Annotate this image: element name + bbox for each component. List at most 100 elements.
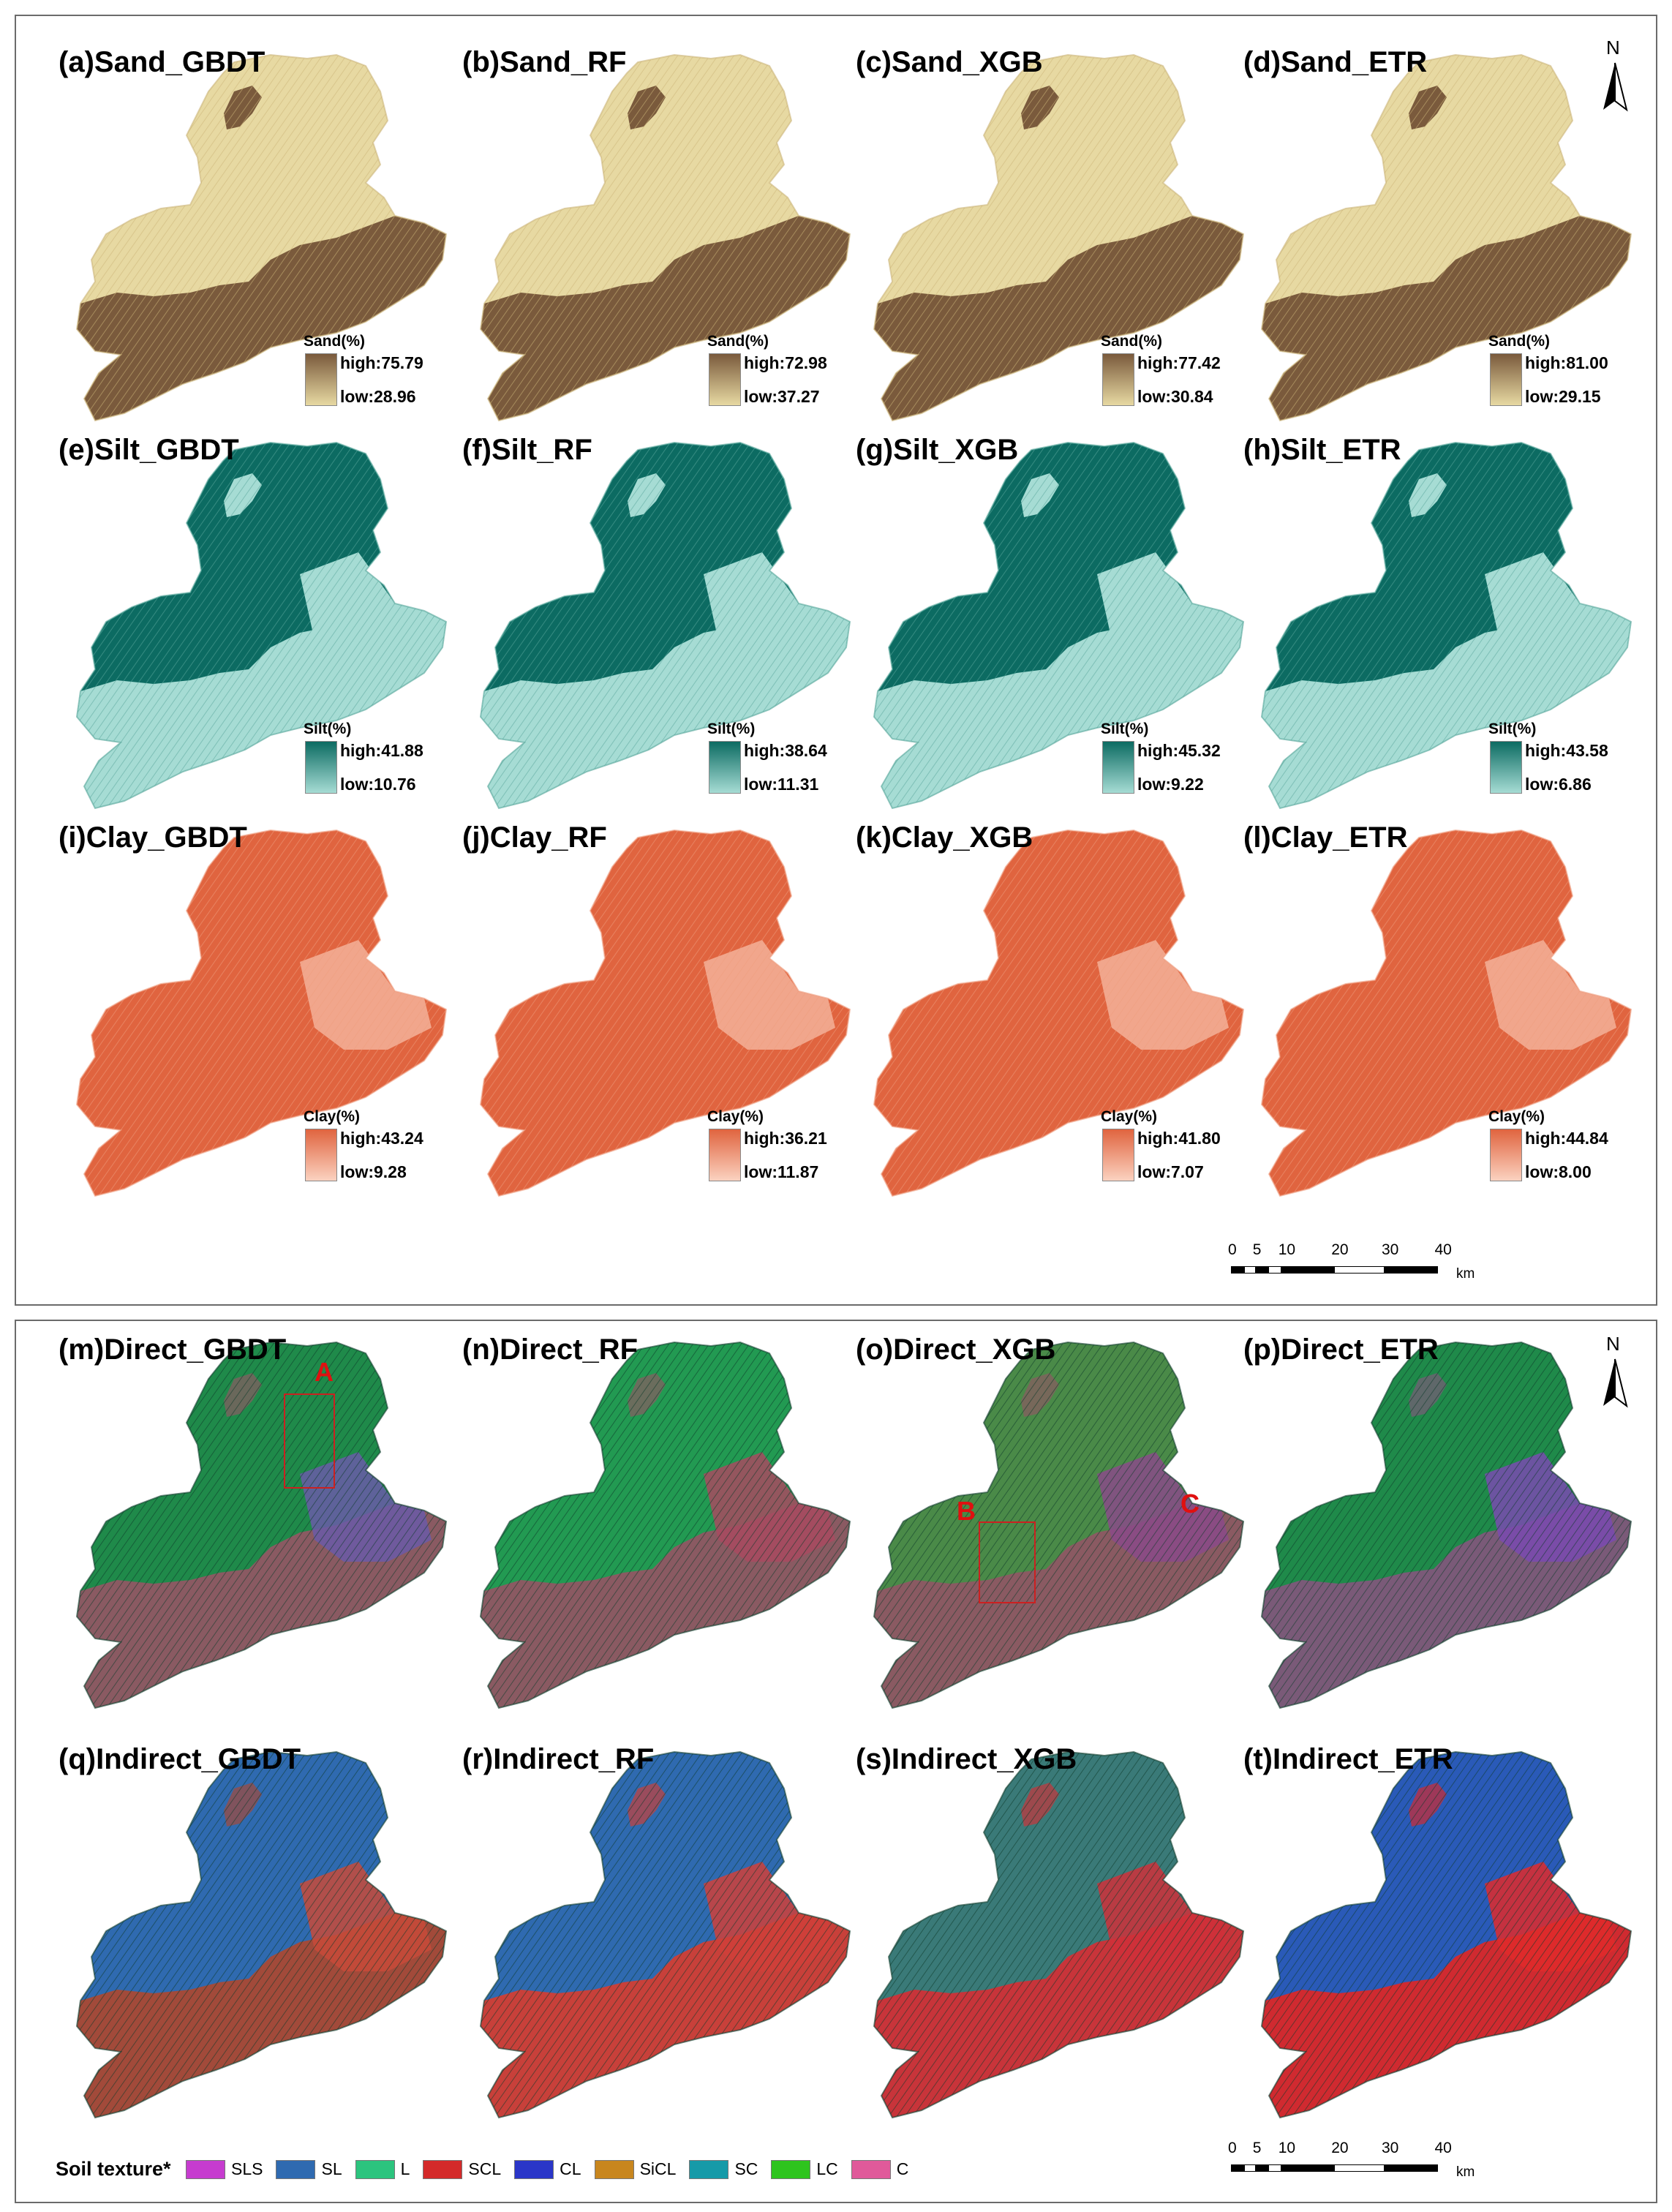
legend-title: Sand(%) xyxy=(1488,333,1550,350)
scale-tick-label: 0 xyxy=(1228,2140,1237,2156)
legend-low-value: low:8.00 xyxy=(1525,1162,1592,1181)
study-area-boundary xyxy=(873,829,1245,1197)
texture-label: SLS xyxy=(231,2159,263,2178)
soil-texture-legend: Soil texture* SLS SL L SCL CL SiCL SC LC C xyxy=(56,2158,922,2187)
study-area-boundary xyxy=(873,1341,1245,1709)
study-area-boundary xyxy=(75,53,448,422)
legend-high-value: high:41.88 xyxy=(340,741,423,760)
panel-title: (s)Indirect_XGB xyxy=(856,1743,1077,1775)
panel-title: (k)Clay_XGB xyxy=(856,821,1033,854)
legend-high-value: high:45.32 xyxy=(1137,741,1221,760)
terrain-texture xyxy=(1262,1342,1631,1708)
panel-title: (h)Silt_ETR xyxy=(1243,434,1401,466)
panel-title: (j)Clay_RF xyxy=(462,821,607,854)
texture-label: C xyxy=(896,2159,909,2178)
scale-segment xyxy=(1281,1266,1335,1274)
texture-swatch xyxy=(423,2159,463,2179)
panel-title: (t)Indirect_ETR xyxy=(1243,1743,1453,1775)
study-area-boundary xyxy=(479,441,851,810)
study-area-boundary xyxy=(1260,1750,1633,2119)
panel-title: (o)Direct_XGB xyxy=(856,1333,1056,1366)
legend-low-value: low:10.76 xyxy=(340,775,416,794)
color-ramp xyxy=(1490,741,1522,794)
map-panel: (i)Clay_GBDT Clay(%) high:43.24 low:9.28 xyxy=(51,816,461,1218)
region-a-box xyxy=(284,1393,335,1489)
scale-segment xyxy=(1231,1266,1244,1274)
texture-swatch xyxy=(514,2159,554,2179)
scale-tick-label: 40 xyxy=(1434,2140,1452,2156)
texture-label: L xyxy=(400,2159,410,2178)
scale-segment xyxy=(1334,1266,1385,1274)
texture-swatch xyxy=(186,2159,225,2179)
texture-maps-frame xyxy=(15,1320,1657,2203)
texture-legend-item: SLS xyxy=(186,2159,263,2179)
panel-title: (p)Direct_ETR xyxy=(1243,1333,1439,1366)
texture-swatch xyxy=(771,2159,811,2179)
terrain-texture xyxy=(77,1752,446,2118)
legend-high-value: high:72.98 xyxy=(744,353,827,372)
terrain-texture xyxy=(481,1752,850,2118)
legend-low-value: low:7.07 xyxy=(1137,1162,1204,1181)
terrain-texture xyxy=(874,1752,1243,2118)
study-area-boundary xyxy=(75,1341,448,1709)
north-label: N xyxy=(1606,1333,1620,1355)
map-panel: (d)Sand_ETR Sand(%) high:81.00 low:29.15 xyxy=(1236,40,1646,443)
panel-title: (r)Indirect_RF xyxy=(462,1743,655,1775)
legend-title: Silt(%) xyxy=(304,721,352,737)
scale-segment xyxy=(1281,2164,1335,2172)
legend-title: Clay(%) xyxy=(707,1108,764,1125)
panel-title: (i)Clay_GBDT xyxy=(59,821,247,854)
terrain-texture xyxy=(77,1342,446,1708)
scale-tick-label: 5 xyxy=(1252,2140,1262,2156)
legend-title: Sand(%) xyxy=(1101,333,1162,350)
texture-legend-item: CL xyxy=(514,2159,581,2179)
terrain-texture xyxy=(481,55,850,421)
terrain-texture xyxy=(77,55,446,421)
color-ramp xyxy=(305,741,337,794)
texture-legend-item: SC xyxy=(689,2159,758,2179)
study-area-boundary xyxy=(1260,829,1633,1197)
legend-low-value: low:28.96 xyxy=(340,387,416,406)
legend-title: Clay(%) xyxy=(1101,1108,1158,1125)
legend-low-value: low:6.86 xyxy=(1525,775,1592,794)
panel-title: (l)Clay_ETR xyxy=(1243,821,1408,854)
study-area-boundary xyxy=(479,53,851,422)
legend-low-value: low:9.22 xyxy=(1137,775,1204,794)
texture-legend-item: LC xyxy=(771,2159,838,2179)
terrain-texture xyxy=(77,830,446,1196)
legend-title: Sand(%) xyxy=(707,333,769,350)
scale-tick-label: 20 xyxy=(1331,2140,1349,2156)
texture-legend-item: SL xyxy=(276,2159,342,2179)
scale-segment xyxy=(1268,1266,1281,1274)
texture-map-panel: (o)Direct_XGB xyxy=(848,1328,1258,1730)
legend-high-value: high:41.80 xyxy=(1137,1129,1221,1148)
terrain-texture xyxy=(481,1342,850,1708)
texture-map-panel: (q)Indirect_GBDT xyxy=(51,1737,461,2140)
scale-unit: km xyxy=(1456,1266,1475,1282)
scale-segment xyxy=(1231,2164,1244,2172)
scale-tick-label: 30 xyxy=(1382,1241,1399,1258)
color-ramp xyxy=(305,353,337,406)
map-panel: (b)Sand_RF Sand(%) high:72.98 low:37.27 xyxy=(455,40,865,443)
legend-high-value: high:43.24 xyxy=(340,1129,423,1148)
study-area-boundary xyxy=(75,1750,448,2119)
color-ramp xyxy=(1102,353,1134,406)
scale-tick-label: 30 xyxy=(1382,2140,1399,2156)
panel-title: (f)Silt_RF xyxy=(462,434,592,466)
texture-label: SiCL xyxy=(639,2159,677,2178)
terrain-texture xyxy=(1262,55,1631,421)
texture-swatch xyxy=(276,2159,316,2179)
texture-label: LC xyxy=(816,2159,838,2178)
study-area-boundary xyxy=(75,441,448,810)
legend-low-value: low:37.27 xyxy=(744,387,820,406)
terrain-texture xyxy=(1262,443,1631,808)
color-ramp xyxy=(709,741,741,794)
map-panel: (f)Silt_RF Silt(%) high:38.64 low:11.31 xyxy=(455,428,865,830)
legend-high-value: high:81.00 xyxy=(1525,353,1608,372)
panel-title: (g)Silt_XGB xyxy=(856,434,1019,466)
legend-title: Silt(%) xyxy=(1488,721,1537,737)
study-area-boundary xyxy=(873,53,1245,422)
map-panel: (a)Sand_GBDT Sand(%) high:75.79 low:28.96 xyxy=(51,40,461,443)
legend-high-value: high:44.84 xyxy=(1525,1129,1608,1148)
texture-map-panel: (m)Direct_GBDT xyxy=(51,1328,461,1730)
